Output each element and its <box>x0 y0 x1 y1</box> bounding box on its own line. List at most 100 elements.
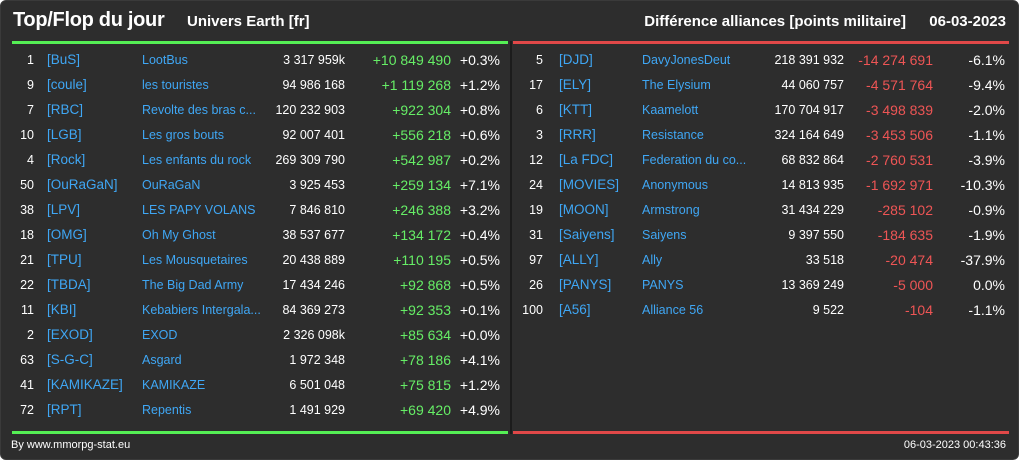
alliance-name-link[interactable]: The Elysium <box>642 78 711 92</box>
percent-change: +0.5% <box>459 277 500 293</box>
points-difference: +542 987 <box>392 152 451 168</box>
alliance-tag-link[interactable]: [RRR] <box>559 127 596 142</box>
alliance-rank: 21 <box>20 253 34 267</box>
alliance-name-link[interactable]: Les enfants du rock <box>142 153 252 167</box>
alliance-name-link[interactable]: OuRaGaN <box>142 178 201 192</box>
alliance-name-link[interactable]: Resistance <box>642 128 704 142</box>
alliance-points: 17 434 246 <box>282 278 345 292</box>
alliance-tag-link[interactable]: [OMG] <box>47 227 87 242</box>
loser-row: 6 [KTT] Kaamelott 170 704 917 -3 498 839 -2.0… <box>513 99 1009 124</box>
gainer-row: 22 [TBDA] The Big Dad Army 17 434 246 +92 86… <box>12 274 508 299</box>
source-credit: By www.mmorpg-stat.eu <box>11 439 131 451</box>
alliance-tag-link[interactable]: [RPT] <box>47 402 82 417</box>
percent-change: +0.5% <box>459 252 500 268</box>
alliance-tag-link[interactable]: [ALLY] <box>559 252 599 267</box>
alliance-tag-link[interactable]: [PANYS] <box>559 277 612 292</box>
alliance-name-link[interactable]: Kebabiers Intergala... <box>142 303 261 317</box>
points-difference: +69 420 <box>400 402 451 418</box>
alliance-name-link[interactable]: Kaamelott <box>642 103 699 117</box>
alliance-tag-link[interactable]: [KAMIKAZE] <box>47 377 123 392</box>
alliance-tag-link[interactable]: [LGB] <box>47 127 82 142</box>
alliance-name-link[interactable]: Alliance 56 <box>642 303 704 317</box>
alliance-points: 1 491 929 <box>289 403 345 417</box>
alliance-points: 1 972 348 <box>289 353 345 367</box>
alliance-name-link[interactable]: Federation du co... <box>642 153 747 167</box>
alliance-tag-link[interactable]: [LPV] <box>47 202 81 217</box>
points-difference: +556 218 <box>392 127 451 143</box>
loser-row: 12 [La FDC] Federation du co... 68 832 864 -… <box>513 149 1009 174</box>
alliance-tag-link[interactable]: [KTT] <box>559 102 592 117</box>
alliance-rank: 3 <box>536 128 543 142</box>
points-difference: -285 102 <box>877 202 933 218</box>
alliance-name-link[interactable]: les touristes <box>142 78 209 92</box>
alliance-tag-link[interactable]: [BuS] <box>47 52 81 67</box>
alliance-name-link[interactable]: LES PAPY VOLANS <box>142 203 256 217</box>
alliance-tag-link[interactable]: [RBC] <box>47 102 84 117</box>
alliance-rank: 22 <box>20 278 34 292</box>
alliance-name-link[interactable]: Asgard <box>142 353 182 367</box>
alliance-name-link[interactable]: Ally <box>642 253 663 267</box>
loser-row: 24 [MOVIES] Anonymous 14 813 935 -1 692 971 -… <box>513 174 1009 199</box>
points-difference: +134 172 <box>392 227 451 243</box>
alliance-name-link[interactable]: KAMIKAZE <box>142 378 206 392</box>
alliance-tag-link[interactable]: [La FDC] <box>559 152 614 167</box>
alliance-name-link[interactable]: Saiyens <box>642 228 687 242</box>
header-date: 06-03-2023 <box>929 13 1006 30</box>
points-difference: -14 274 691 <box>858 52 933 68</box>
points-difference: +922 304 <box>392 102 451 118</box>
alliance-tag-link[interactable]: [coule] <box>47 77 87 92</box>
percent-change: +0.3% <box>459 52 500 68</box>
alliance-name-link[interactable]: LootBus <box>142 53 188 67</box>
alliance-tag-link[interactable]: [Rock] <box>47 152 86 167</box>
alliance-rank: 100 <box>522 303 543 317</box>
percent-change: +4.9% <box>459 402 500 418</box>
flop-bottom-bar <box>513 431 1009 434</box>
alliance-rank: 18 <box>20 228 34 242</box>
percent-change: +3.2% <box>459 202 500 218</box>
alliance-tag-link[interactable]: [A56] <box>559 302 591 317</box>
alliance-tag-link[interactable]: [OuRaGaN] <box>47 177 118 192</box>
alliance-rank: 2 <box>27 328 34 342</box>
alliance-name-link[interactable]: Revolte des bras c... <box>142 103 256 117</box>
gainer-row: 38 [LPV] LES PAPY VOLANS 7 846 810 +246 388 +… <box>12 199 508 224</box>
alliance-name-link[interactable]: Repentis <box>142 403 192 417</box>
alliance-tag-link[interactable]: [MOVIES] <box>559 177 620 192</box>
alliance-name-link[interactable]: DavyJonesDeut <box>642 53 731 67</box>
alliance-tag-link[interactable]: [DJD] <box>559 52 593 67</box>
points-difference: +78 186 <box>400 352 451 368</box>
percent-change: +0.4% <box>459 227 500 243</box>
alliance-points: 324 164 649 <box>774 128 844 142</box>
alliance-name-link[interactable]: Armstrong <box>642 203 700 217</box>
alliance-tag-link[interactable]: [TBDA] <box>47 277 91 292</box>
alliance-tag-link[interactable]: [KBI] <box>47 302 77 317</box>
flop-accent-bar <box>513 41 1009 44</box>
alliance-points: 38 537 677 <box>282 228 345 242</box>
alliance-points: 31 434 229 <box>781 203 844 217</box>
alliance-tag-link[interactable]: [EXOD] <box>47 327 93 342</box>
alliance-name-link[interactable]: Les Mousquetaires <box>142 253 248 267</box>
alliance-tag-link[interactable]: [S-G-C] <box>47 352 93 367</box>
alliance-points: 68 832 864 <box>781 153 844 167</box>
points-difference: -104 <box>904 302 933 318</box>
alliance-tag-link[interactable]: [Saiyens] <box>559 227 615 242</box>
alliance-tag-link[interactable]: [TPU] <box>47 252 82 267</box>
alliance-name-link[interactable]: Anonymous <box>642 178 709 192</box>
alliance-points: 2 326 098k <box>283 328 345 342</box>
alliance-name-link[interactable]: PANYS <box>642 278 684 292</box>
alliance-name-link[interactable]: Les gros bouts <box>142 128 224 142</box>
points-difference: +10 849 490 <box>372 52 451 68</box>
percent-change: -1.9% <box>968 227 1005 243</box>
alliance-rank: 41 <box>20 378 34 392</box>
alliance-tag-link[interactable]: [ELY] <box>559 77 592 92</box>
alliance-points: 20 438 889 <box>282 253 345 267</box>
alliance-name-link[interactable]: Oh My Ghost <box>142 228 216 242</box>
alliance-rank: 9 <box>27 78 34 92</box>
alliance-tag-link[interactable]: [MOON] <box>559 202 609 217</box>
gainer-row: 2 [EXOD] EXOD 2 326 098k +85 634 +0.0% <box>12 324 508 349</box>
alliance-points: 13 369 249 <box>781 278 844 292</box>
alliance-rank: 10 <box>20 128 34 142</box>
loser-row: 31 [Saiyens] Saiyens 9 397 550 -184 635 -1.9% <box>513 224 1009 249</box>
alliance-name-link[interactable]: EXOD <box>142 328 178 342</box>
alliance-name-link[interactable]: The Big Dad Army <box>142 278 244 292</box>
alliance-rank: 31 <box>529 228 543 242</box>
